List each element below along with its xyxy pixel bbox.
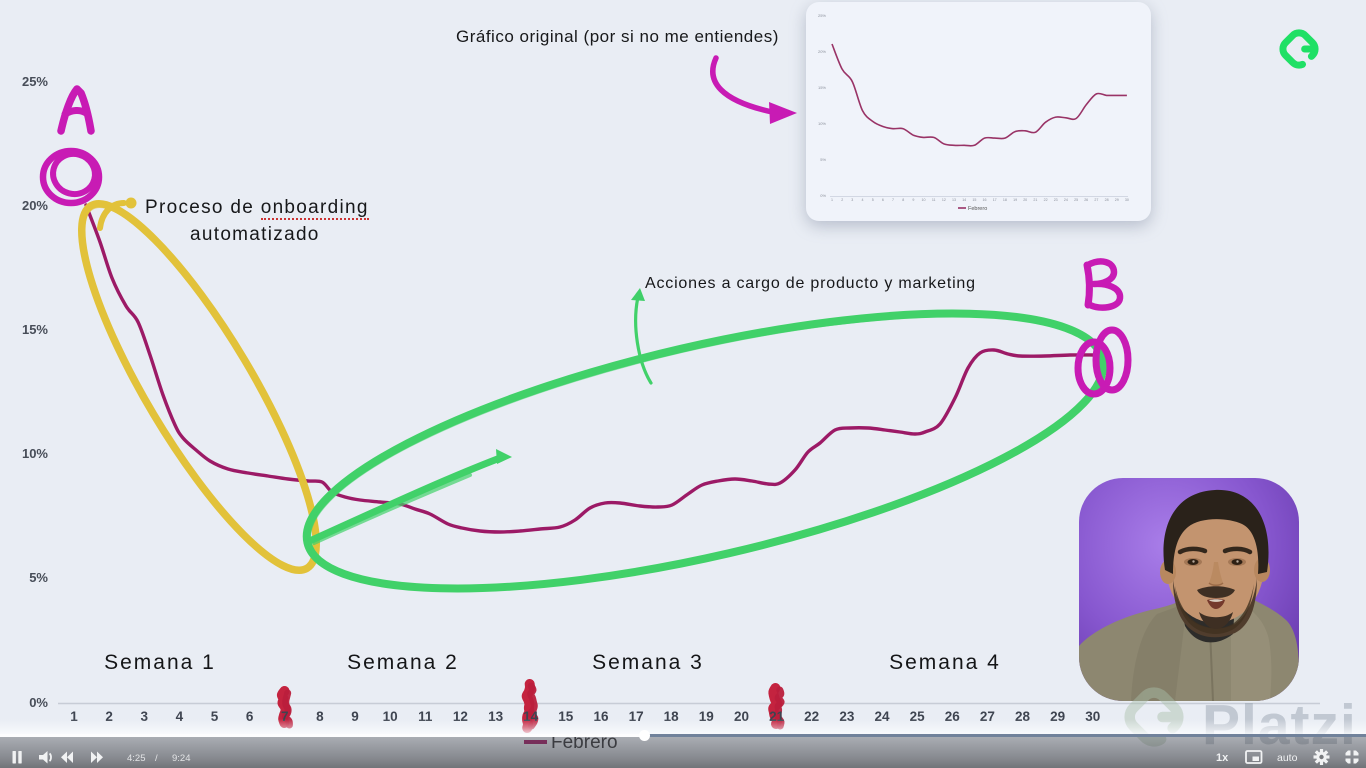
svg-text:18: 18 [1003,198,1007,202]
svg-text:auto: auto [1277,752,1298,764]
svg-text:10%: 10% [818,121,826,126]
svg-text:17: 17 [993,198,997,202]
svg-text:2: 2 [841,198,843,202]
svg-text:20: 20 [1023,198,1027,202]
svg-text:3: 3 [851,198,853,202]
svg-text:Febrero: Febrero [968,206,987,212]
svg-text:14: 14 [962,198,966,202]
svg-text:19: 19 [1013,198,1017,202]
svg-text:28: 28 [1105,198,1109,202]
svg-text:30: 30 [1125,198,1129,202]
svg-text:/: / [155,753,158,764]
svg-text:15%: 15% [818,85,826,90]
svg-text:23: 23 [1054,198,1058,202]
svg-text:4:25: 4:25 [127,753,146,764]
svg-text:21: 21 [1033,198,1037,202]
svg-text:9: 9 [912,198,914,202]
svg-text:5%: 5% [820,157,826,162]
svg-text:8: 8 [902,198,904,202]
svg-text:25%: 25% [818,13,826,18]
svg-text:25: 25 [1074,198,1078,202]
svg-text:20%: 20% [818,49,826,54]
svg-text:1x: 1x [1216,752,1229,764]
svg-text:27: 27 [1094,198,1098,202]
svg-text:5: 5 [872,198,874,202]
svg-text:13: 13 [952,198,956,202]
svg-text:0%: 0% [820,193,826,198]
svg-text:26: 26 [1084,198,1088,202]
svg-text:12: 12 [942,198,946,202]
svg-text:15: 15 [972,198,976,202]
svg-text:22: 22 [1044,198,1048,202]
svg-text:10: 10 [922,198,926,202]
svg-text:16: 16 [983,198,987,202]
svg-text:1: 1 [831,198,833,202]
svg-text:9:24: 9:24 [172,753,191,764]
svg-text:24: 24 [1064,198,1068,202]
svg-text:29: 29 [1115,198,1119,202]
svg-text:11: 11 [932,198,936,202]
svg-text:6: 6 [882,198,884,202]
svg-text:7: 7 [892,198,894,202]
svg-text:4: 4 [862,198,864,202]
